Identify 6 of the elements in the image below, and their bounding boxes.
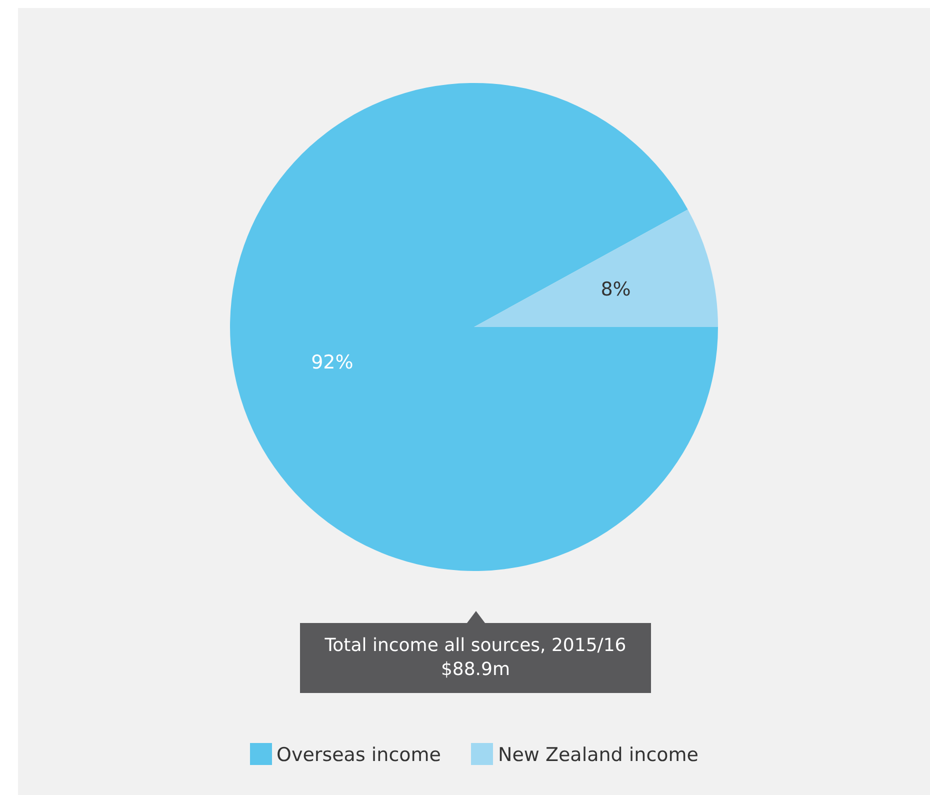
text: Total income all sources, 2015/16: [324, 634, 628, 658]
text: $88.9m: [440, 658, 512, 682]
data-label: 8%: [600, 278, 631, 301]
data-label: 92%: [311, 351, 354, 374]
legend-label: Overseas income: [276, 744, 441, 766]
legend-label: New Zealand income: [498, 744, 698, 766]
